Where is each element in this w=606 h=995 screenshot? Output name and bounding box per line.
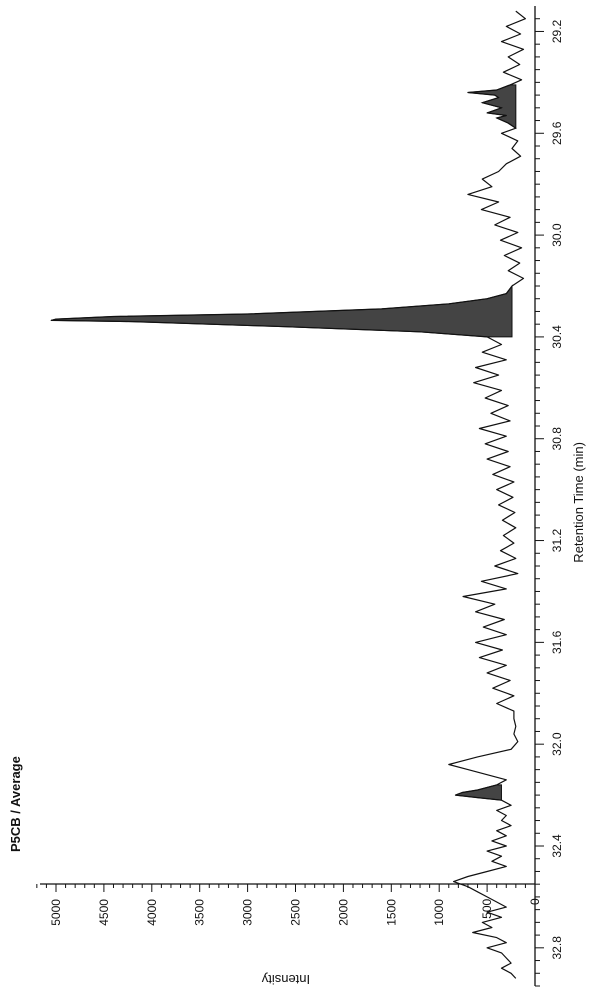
y-tick-label: 1500 — [384, 899, 398, 926]
x-tick-label: 31.6 — [550, 630, 564, 654]
x-tick-label: 29.6 — [550, 121, 564, 145]
chart-title: P5CB / Average — [8, 756, 23, 852]
y-tick-label: 4000 — [145, 899, 159, 926]
y-tick-label: 500 — [480, 898, 494, 918]
x-tick-label: 32.4 — [550, 834, 564, 858]
x-tick-label: 30.8 — [550, 427, 564, 451]
y-tick-label: 4500 — [97, 899, 111, 926]
labels-group: P5CB / Average Retention Time (min) Inte… — [8, 442, 586, 987]
x-tick-label: 32.8 — [550, 936, 564, 960]
y-tick-label: 1000 — [432, 899, 446, 926]
shaded-peaks-group — [51, 84, 517, 801]
x-tick-label: 29.2 — [550, 19, 564, 43]
y-tick-label: 5000 — [49, 899, 63, 926]
x-tick-label: 30.4 — [550, 325, 564, 349]
series-line — [50, 10, 527, 979]
x-tick-label: 31.2 — [550, 529, 564, 553]
x-tick-label: 30.0 — [550, 223, 564, 247]
y-tick-label: 3000 — [241, 899, 255, 926]
shaded-peak — [51, 284, 513, 338]
x-axis-label: Retention Time (min) — [571, 442, 586, 563]
y-tick-label: 3500 — [193, 899, 207, 926]
y-tick-label: 2500 — [289, 899, 303, 926]
x-tick-label: 32.0 — [550, 732, 564, 756]
y-tick-label: 0 — [528, 898, 542, 905]
trace-group — [50, 10, 527, 979]
axes-group: 29.2 29.6 30.0 30.4 30.8 31.2 31.6 32.0 32.4 32.8… — [36, 6, 564, 987]
y-tick-label: 2000 — [336, 899, 350, 926]
y-axis-label: Intensity — [261, 972, 310, 987]
